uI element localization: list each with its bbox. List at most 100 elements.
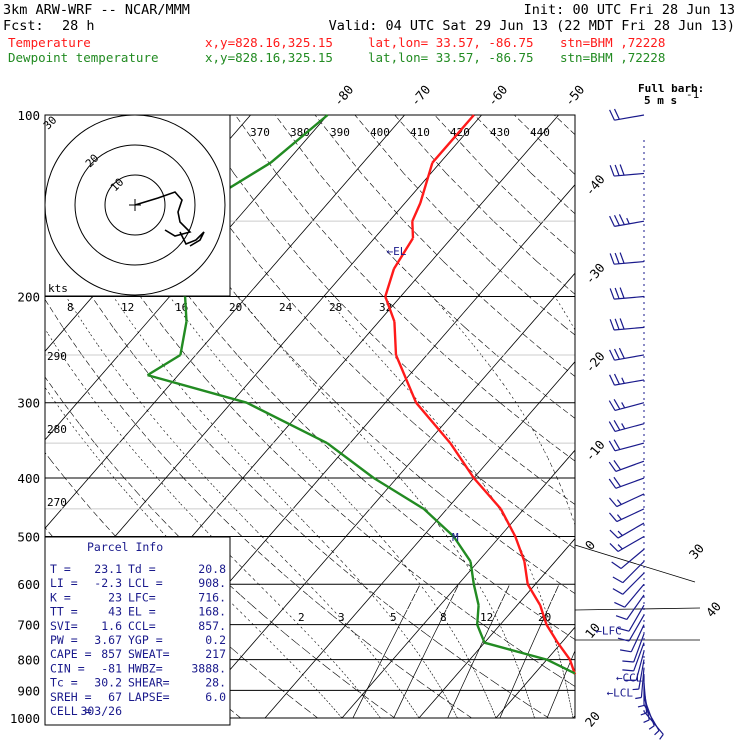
theta-e-label: 280: [47, 423, 67, 436]
barb-full: [619, 287, 625, 299]
barb-half: [659, 733, 664, 740]
wind-barb: [612, 561, 645, 584]
barb-half: [616, 499, 622, 505]
barb-full: [613, 476, 621, 487]
parcel-info-cell: 23.1: [94, 562, 122, 576]
barb-full: [608, 512, 618, 522]
wind-barb: [609, 535, 645, 552]
isotherm-label: -10: [582, 437, 608, 464]
barb-full: [613, 419, 621, 431]
parcel-info-cell: LFC=: [128, 590, 156, 604]
wind-barb: [608, 439, 645, 452]
barb-half: [626, 217, 630, 225]
barb-staff: [643, 710, 664, 735]
parcel-info-cell: 908.: [198, 576, 226, 590]
xy-readout: x,y=828.16,325.15: [205, 35, 333, 50]
wind-barb: [608, 508, 645, 523]
barb-staff: [624, 583, 645, 608]
moist-adiabat: [324, 296, 574, 719]
hodo-ring-10: [104, 174, 166, 236]
barb-half: [616, 514, 622, 520]
mixing-ratio-label-lower: 2: [298, 611, 305, 624]
station-readout: stn=BHM ,72228: [560, 35, 665, 50]
pressure-tick-label: 100: [17, 108, 40, 123]
wind-barb: [632, 659, 645, 691]
wind-barb: [622, 633, 645, 663]
barb-full: [608, 478, 617, 489]
barb-full: [608, 461, 617, 472]
dry-adiabat: [195, 114, 576, 505]
parcel-info-cell: LAPSE=: [128, 690, 170, 704]
station-readout-dew: stn=BHM ,72228: [560, 50, 665, 65]
barb-staff: [633, 642, 645, 672]
wind-barb: [612, 572, 645, 595]
level-annotation: ←LFC: [595, 625, 622, 638]
barb-half: [621, 402, 626, 409]
parcel-info-cell: 43: [108, 605, 122, 619]
wind-barb: [614, 583, 645, 608]
parcel-info-cell: 20.8: [198, 562, 226, 576]
barb-staff: [640, 667, 645, 698]
background-lines: [44, 114, 576, 719]
wind-barb: [617, 614, 645, 642]
barb-full: [609, 543, 619, 552]
hodograph-trace: [134, 191, 205, 247]
barb-key-sup: -1: [686, 88, 699, 101]
barb-full: [622, 660, 634, 663]
moist-adiabat: [432, 296, 576, 526]
barb-full: [612, 588, 624, 595]
mixing-ratio-line: [499, 584, 560, 719]
barb-staff: [616, 493, 645, 508]
barb-staff: [628, 614, 645, 642]
parcel-info-cell: 857: [101, 647, 122, 661]
mixing-ratio-label-upper: 24: [279, 301, 293, 314]
barb-half: [643, 719, 650, 724]
dry-adiabat: [314, 114, 576, 377]
theta-label: 390: [330, 126, 350, 139]
parcel-info-cell: Td =: [128, 562, 156, 576]
barb-staff: [622, 572, 645, 595]
wind-barb: [609, 214, 645, 227]
parcel-info-box: [44, 536, 231, 726]
moist-adiabat: [113, 296, 458, 719]
temperature-legend: Temperature: [8, 35, 91, 50]
isotherm-label: 30: [686, 541, 707, 562]
barb-full: [618, 214, 625, 225]
mixing-ratio-label-upper: 12: [121, 301, 134, 314]
init-time: Init: 00 UTC Fri 28 Jun 13: [524, 2, 735, 18]
mixing-ratio-line: [447, 584, 511, 719]
parcel-info-cell: CELL =: [50, 704, 92, 718]
barb-half: [635, 696, 642, 700]
moist-adiabat: [169, 296, 497, 719]
pressure-tick-label: 600: [17, 577, 40, 592]
wind-barb: [608, 460, 645, 472]
dry-adiabat: [553, 114, 576, 135]
level-annotation: ←LCL: [607, 687, 634, 700]
barb-full: [609, 529, 619, 539]
moist-adiabat: [554, 296, 576, 331]
wind-barb: [608, 399, 645, 412]
parcel-info: Parcel Info T = 23.1 Td = 20.8 LI = -2.3 LCL =…: [44, 536, 231, 726]
pressure-tick-label: 500: [17, 529, 40, 544]
parcel-info-cell: 67: [108, 690, 122, 704]
wind-barb: [609, 347, 645, 361]
parcel-info-cell: 28.: [205, 676, 226, 690]
parcel-info-cell: -2.3: [94, 576, 122, 590]
barb-full: [622, 669, 634, 672]
isotherm-label: -50: [561, 82, 587, 109]
wind-barb: [619, 624, 645, 653]
pressure-tick-label: 400: [17, 471, 40, 486]
barb-full: [612, 576, 624, 584]
moist-adiabat: [65, 296, 420, 719]
isotherm-label: -80: [330, 82, 356, 109]
parcel-info-rows: T = 23.1 Td = 20.8 LI = -2.3 LCL = 908. K = 23 LFC…: [50, 562, 226, 718]
parcel-info-cell: 303/26: [80, 704, 122, 718]
hodo-ring-30: [44, 114, 226, 296]
barb-half: [637, 704, 645, 708]
barb-full: [608, 440, 616, 452]
theta-label: 380: [290, 126, 310, 139]
barb-full: [609, 288, 615, 300]
barb-full: [619, 649, 632, 653]
isotherm: [418, 538, 576, 719]
